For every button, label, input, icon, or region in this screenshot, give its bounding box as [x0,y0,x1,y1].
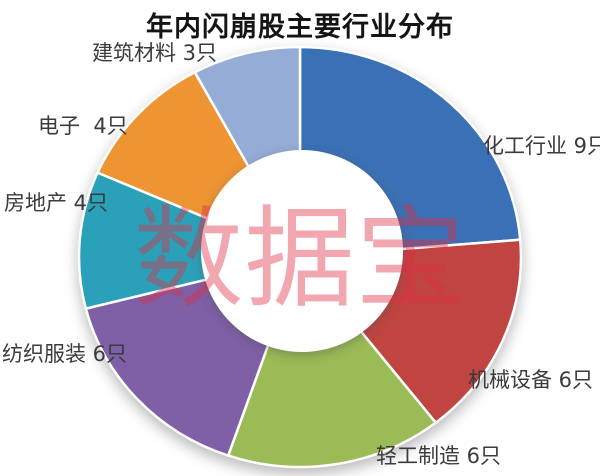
slice-label-real-estate: 房地产 4只 [4,191,109,215]
slice-label-light-industry: 轻工制造 6只 [376,444,502,468]
slice-label-machinery: 机械设备 6只 [468,368,594,392]
pie-slice-5 [77,171,302,310]
chart-title: 年内闪崩股主要行业分布 [146,12,454,43]
slice-label-building-materials: 建筑材料 3只 [92,41,218,65]
slice-label-electronics: 电子 4只 [38,114,128,138]
slice-label-chemical: 化工行业 9只 [483,134,600,158]
pie-slice-3 [226,255,437,469]
slice-label-textile-apparel: 纺织服装 6只 [2,342,128,366]
donut-hole [201,150,403,352]
